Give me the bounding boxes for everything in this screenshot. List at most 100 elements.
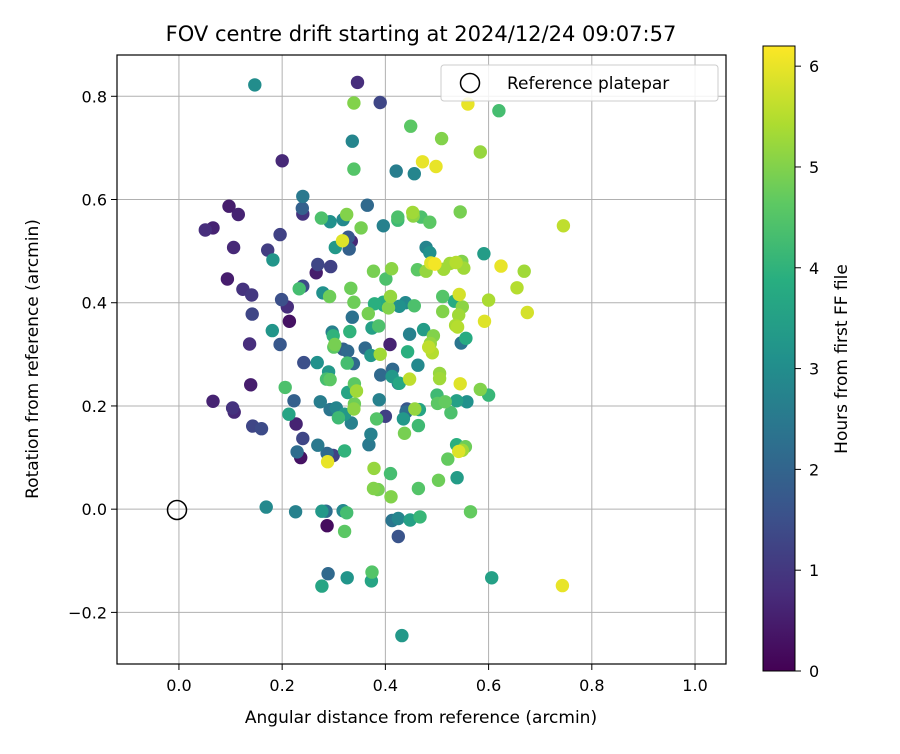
data-point (396, 412, 411, 426)
data-point (392, 299, 406, 313)
data-point (347, 295, 361, 309)
data-point (473, 382, 487, 397)
data-point (340, 356, 354, 370)
data-point (383, 337, 397, 352)
colorbar-ticks: 0 1 2 3 4 5 6 (795, 57, 819, 681)
colorbar-tick-label: 5 (809, 158, 819, 177)
data-point (423, 215, 437, 229)
data-point (366, 481, 381, 496)
data-point (384, 490, 398, 504)
data-point (402, 372, 417, 386)
x-axis-label: Angular distance from reference (arcmin) (245, 708, 597, 728)
data-point (345, 134, 359, 148)
data-point (282, 314, 297, 328)
data-point (335, 234, 350, 248)
legend-label: Reference platepar (507, 74, 669, 94)
y-tick-label: 0.2 (82, 397, 107, 416)
colorbar-tick-label: 2 (809, 460, 819, 479)
data-point (413, 510, 427, 524)
legend-box (440, 64, 719, 102)
colorbar (762, 45, 796, 672)
data-point (273, 337, 287, 352)
data-point (450, 471, 464, 485)
data-point (383, 466, 398, 481)
data-point (278, 380, 292, 395)
data-point (242, 337, 257, 351)
data-point (422, 340, 436, 354)
data-point (287, 394, 301, 408)
data-point (431, 473, 446, 487)
data-point (556, 219, 571, 233)
data-point (441, 452, 455, 466)
data-point (411, 358, 425, 372)
data-point (295, 201, 309, 215)
data-point (473, 145, 487, 159)
data-point (290, 445, 304, 459)
x-tick-label: 0.0 (166, 676, 191, 695)
y-axis-label: Rotation from reference (arcmin) (23, 219, 43, 499)
data-point (517, 264, 531, 278)
data-point (282, 407, 296, 421)
data-point (494, 259, 508, 273)
reference-platepar-marker (166, 499, 188, 521)
chart-title: FOV centre drift starting at 2024/12/24 … (166, 22, 677, 46)
y-tick-label: 0.6 (82, 191, 107, 210)
data-point (452, 444, 466, 459)
data-point (492, 104, 506, 118)
data-point (485, 571, 499, 585)
data-point (261, 243, 275, 257)
data-point (343, 324, 357, 339)
colorbar-label: Hours from first FF file (832, 264, 852, 454)
data-point (222, 199, 236, 213)
data-point (341, 344, 355, 358)
data-point (373, 95, 387, 110)
data-point (402, 327, 417, 341)
data-point (432, 371, 447, 386)
data-point (245, 307, 259, 321)
data-point (340, 207, 354, 222)
data-point (259, 500, 273, 514)
x-tick-label: 0.8 (579, 676, 604, 695)
data-point (452, 287, 466, 302)
data-point (411, 418, 426, 433)
data-point (345, 310, 359, 324)
data-point (397, 426, 412, 440)
data-point (450, 320, 465, 334)
data-point (463, 505, 478, 519)
data-point (406, 205, 420, 220)
y-tick-label: −0.2 (68, 603, 107, 622)
data-point (274, 292, 289, 307)
grid (117, 55, 726, 664)
data-point (314, 211, 329, 225)
data-point (429, 159, 443, 174)
y-tick-label: 0.0 (82, 500, 107, 519)
data-point (349, 384, 364, 398)
data-point (367, 461, 381, 476)
legend: Reference platepar (440, 64, 719, 102)
data-point (337, 444, 352, 458)
data-point (361, 306, 375, 321)
data-point (376, 219, 390, 233)
y-tick-label: 0.4 (82, 294, 107, 313)
data-point (245, 288, 259, 302)
data-point (438, 395, 452, 409)
data-point (360, 198, 374, 212)
data-point (366, 264, 381, 278)
data-point (411, 481, 426, 496)
data-point (354, 221, 368, 235)
data-point (510, 281, 524, 295)
data-point (288, 505, 303, 519)
data-point (296, 431, 310, 446)
data-point (416, 322, 431, 337)
data-point (372, 319, 386, 333)
data-point (415, 155, 430, 169)
data-point (391, 529, 405, 544)
data-point (320, 455, 335, 469)
data-point (520, 305, 534, 320)
data-point (275, 154, 289, 168)
data-point (434, 131, 449, 146)
legend-open-circle-marker (459, 72, 481, 94)
colorbar-tick-label: 3 (809, 360, 819, 379)
data-point (310, 355, 324, 370)
x-tick-label: 0.6 (476, 676, 501, 695)
